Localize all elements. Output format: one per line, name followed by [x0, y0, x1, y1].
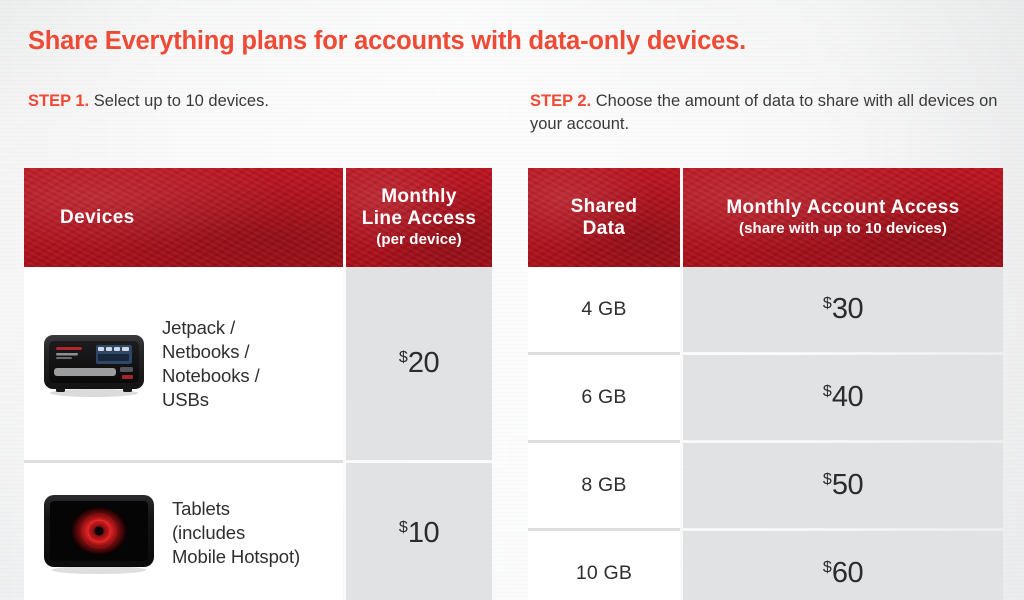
account-access-price-cell: $30	[683, 267, 1003, 352]
shared-data-table-header-row: Shared Data Monthly Account Access (shar…	[528, 168, 1003, 267]
shared-data-cell: 10 GB	[528, 531, 680, 600]
shared-data-cell: 6 GB	[528, 355, 680, 440]
table-row[interactable]: 10 GB $60	[528, 531, 1003, 600]
device-price: $10	[398, 516, 440, 550]
shared-data-value: 10 GB	[575, 562, 633, 584]
devices-table: Devices Monthly Line Access (per device)	[24, 168, 492, 600]
row-divider	[528, 352, 1003, 355]
table-row[interactable]: 8 GB $50	[528, 443, 1003, 528]
currency-symbol: $	[822, 383, 832, 400]
devices-table-header-row: Devices Monthly Line Access (per device)	[24, 168, 492, 267]
shared-data-cell: 4 GB	[528, 267, 680, 352]
shared-data-table: Shared Data Monthly Account Access (shar…	[528, 168, 1003, 600]
step-2-instruction: STEP 2. Choose the amount of data to sha…	[530, 90, 1000, 136]
price-value: 60	[831, 557, 864, 589]
account-access-column-header: Monthly Account Access (share with up to…	[683, 168, 1003, 267]
device-price-cell: $20	[346, 267, 492, 460]
step-1-instruction: STEP 1. Select up to 10 devices.	[28, 90, 498, 113]
account-access-price: $40	[822, 381, 864, 414]
shared-data-value: 4 GB	[581, 298, 627, 320]
line-access-column-header: Monthly Line Access (per device)	[346, 168, 492, 267]
account-access-header-sub: (share with up to 10 devices)	[739, 220, 947, 237]
table-row[interactable]: Jetpack / Netbooks / Notebooks / USBs $2…	[24, 267, 492, 460]
price-value: 40	[831, 381, 864, 413]
table-row[interactable]: 4 GB $30	[528, 267, 1003, 352]
devices-column-header-label: Devices	[60, 206, 135, 228]
page-title: Share Everything plans for accounts with…	[28, 27, 746, 55]
device-cell: Tablets (includes Mobile Hotspot)	[24, 463, 343, 600]
shared-data-header-line2: Data	[582, 217, 626, 239]
account-access-price: $60	[822, 557, 864, 590]
tablet-icon	[40, 491, 158, 575]
shared-data-column-header: Shared Data	[528, 168, 680, 267]
device-name-label: Jetpack / Netbooks / Notebooks / USBs	[162, 316, 260, 410]
currency-symbol: $	[822, 471, 832, 488]
devices-column-header: Devices	[24, 168, 343, 267]
table-row[interactable]: 6 GB $40	[528, 355, 1003, 440]
shared-data-value: 6 GB	[581, 386, 627, 408]
row-divider	[528, 440, 1003, 443]
device-name-label: Tablets (includes Mobile Hotspot)	[172, 498, 301, 567]
row-divider	[528, 528, 1003, 531]
table-row[interactable]: Tablets (includes Mobile Hotspot) $10	[24, 463, 492, 600]
price-value: 10	[407, 516, 440, 549]
jetpack-hotspot-icon	[40, 331, 148, 397]
price-value: 20	[407, 347, 440, 379]
account-access-price: $50	[822, 469, 864, 502]
line-access-header-line1: Monthly	[381, 186, 457, 207]
shared-data-header-line1: Shared	[570, 195, 638, 217]
currency-symbol: $	[398, 349, 408, 366]
price-value: 30	[831, 293, 864, 325]
step-2-label: STEP 2.	[530, 92, 592, 110]
currency-symbol: $	[822, 559, 832, 576]
account-access-price: $30	[822, 293, 864, 326]
device-price: $20	[398, 347, 440, 380]
currency-symbol: $	[822, 295, 832, 312]
step-1-text: Select up to 10 devices.	[89, 92, 269, 110]
account-access-price-cell: $40	[683, 355, 1003, 440]
step-2-text: Choose the amount of data to share with …	[530, 92, 998, 133]
step-1-label: STEP 1.	[28, 92, 90, 110]
price-value: 50	[831, 469, 864, 501]
currency-symbol: $	[398, 518, 408, 536]
account-access-price-cell: $50	[683, 443, 1003, 528]
line-access-header-line2: Line Access	[361, 208, 477, 229]
shared-data-cell: 8 GB	[528, 443, 680, 528]
row-divider	[24, 460, 492, 463]
account-access-header-label: Monthly Account Access	[726, 197, 960, 218]
account-access-price-cell: $60	[683, 531, 1003, 600]
shared-data-value: 8 GB	[581, 474, 627, 496]
line-access-header-sub: (per device)	[376, 231, 462, 248]
device-cell: Jetpack / Netbooks / Notebooks / USBs	[24, 267, 343, 460]
device-price-cell: $10	[346, 463, 492, 600]
